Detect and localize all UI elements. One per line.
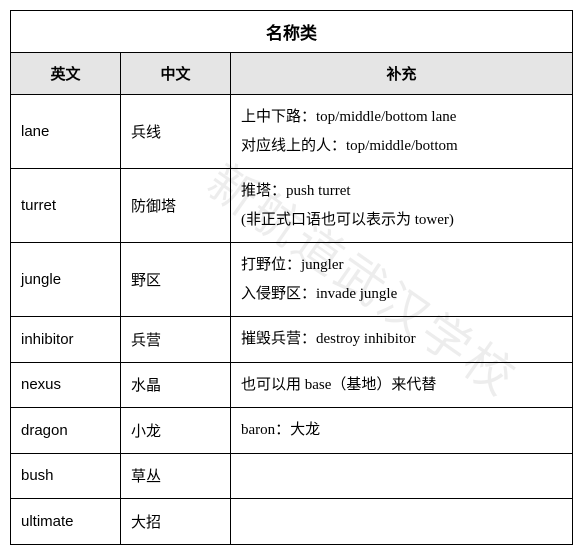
- cell-en: ultimate: [11, 499, 121, 545]
- header-row: 英文 中文 补充: [11, 53, 573, 95]
- cell-extra: 上中下路：top/middle/bottom lane对应线上的人：top/mi…: [231, 95, 573, 169]
- cell-en: jungle: [11, 243, 121, 317]
- cell-extra: 打野位：jungler入侵野区：invade jungle: [231, 243, 573, 317]
- cell-en: turret: [11, 169, 121, 243]
- cell-en: inhibitor: [11, 317, 121, 363]
- table-title: 名称类: [11, 11, 573, 53]
- cell-en: bush: [11, 453, 121, 499]
- col-header-en: 英文: [11, 53, 121, 95]
- table-row: nexus水晶也可以用 base（基地）来代替: [11, 362, 573, 408]
- col-header-extra: 补充: [231, 53, 573, 95]
- title-row: 名称类: [11, 11, 573, 53]
- table-row: bush草丛: [11, 453, 573, 499]
- cell-extra: 摧毁兵营：destroy inhibitor: [231, 317, 573, 363]
- glossary-table: 名称类 英文 中文 补充 lane兵线上中下路：top/middle/botto…: [10, 10, 573, 545]
- table-row: turret防御塔推塔：push turret(非正式口语也可以表示为 towe…: [11, 169, 573, 243]
- cell-extra: 推塔：push turret(非正式口语也可以表示为 tower): [231, 169, 573, 243]
- cell-extra: 也可以用 base（基地）来代替: [231, 362, 573, 408]
- table-wrapper: 新航道武汉学校 名称类 英文 中文 补充 lane兵线上中下路：top/midd…: [10, 10, 573, 545]
- cell-cn: 兵线: [121, 95, 231, 169]
- cell-en: nexus: [11, 362, 121, 408]
- cell-extra: [231, 499, 573, 545]
- cell-extra: baron：大龙: [231, 408, 573, 454]
- cell-en: dragon: [11, 408, 121, 454]
- col-header-cn: 中文: [121, 53, 231, 95]
- cell-cn: 野区: [121, 243, 231, 317]
- table-row: inhibitor兵营摧毁兵营：destroy inhibitor: [11, 317, 573, 363]
- cell-cn: 兵营: [121, 317, 231, 363]
- cell-cn: 防御塔: [121, 169, 231, 243]
- table-row: dragon小龙baron：大龙: [11, 408, 573, 454]
- cell-cn: 草丛: [121, 453, 231, 499]
- cell-en: lane: [11, 95, 121, 169]
- table-row: ultimate大招: [11, 499, 573, 545]
- cell-extra: [231, 453, 573, 499]
- cell-cn: 水晶: [121, 362, 231, 408]
- cell-cn: 大招: [121, 499, 231, 545]
- table-row: lane兵线上中下路：top/middle/bottom lane对应线上的人：…: [11, 95, 573, 169]
- cell-cn: 小龙: [121, 408, 231, 454]
- table-row: jungle野区打野位：jungler入侵野区：invade jungle: [11, 243, 573, 317]
